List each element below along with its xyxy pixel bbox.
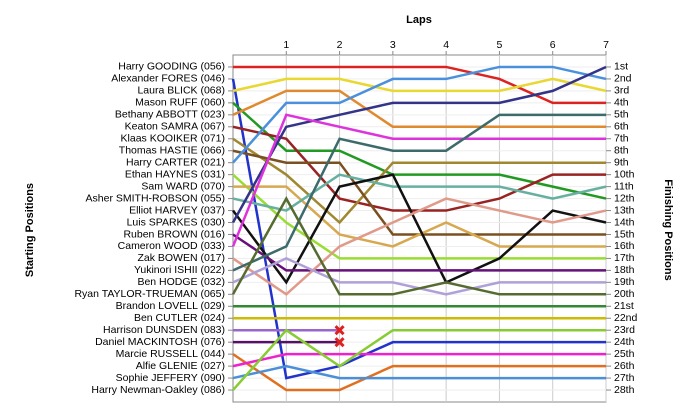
start-label: Klaas KOOIKER (071) — [121, 133, 225, 145]
x-tick-label: 1 — [283, 39, 289, 51]
y2-tick-label: 24th — [614, 336, 635, 348]
y2-tick-label: 13th — [614, 204, 635, 216]
start-label: Thomas HASTIE (066) — [119, 145, 225, 157]
retired-marker — [334, 337, 345, 348]
y2-tick-label: 16th — [614, 240, 635, 252]
y2-tick-label: 26th — [614, 360, 635, 372]
start-label: Harry Newman-Oakley (086) — [91, 384, 225, 396]
y2-tick-label: 5th — [614, 109, 629, 121]
x-tick-label: 5 — [497, 39, 503, 51]
position-line — [232, 137, 606, 225]
start-label: Ben HODGE (032) — [137, 276, 225, 288]
position-line — [232, 65, 607, 164]
start-label: Keaton SAMRA (067) — [125, 121, 225, 133]
y2-tick-label: 1st — [614, 61, 628, 73]
y2-tick-label: 2nd — [614, 73, 632, 85]
x-tick-label: 7 — [603, 39, 609, 51]
position-line — [232, 233, 606, 272]
y2-tick-label: 10th — [614, 168, 635, 180]
y2-tick-label: 3rd — [614, 85, 629, 97]
y2-tick-label: 6th — [614, 121, 629, 133]
y2-tick-label: 23rd — [614, 324, 635, 336]
y2-axis-label: Finishing Positions — [662, 179, 674, 280]
position-line — [231, 65, 607, 224]
chart-title: Laps — [406, 14, 432, 26]
start-label: Ryan TAYLOR-TRUEMAN (065) — [74, 288, 225, 300]
start-label: Laura BLICK (068) — [137, 85, 225, 97]
start-label: Elliot HARVEY (037) — [129, 204, 225, 216]
start-label: Ben CUTLER (024) — [134, 312, 225, 324]
position-line — [232, 328, 606, 391]
retired-marker — [334, 325, 345, 336]
x-tick-label: 2 — [337, 39, 343, 51]
y2-tick-label: 15th — [614, 228, 635, 240]
y2-tick-label: 18th — [614, 264, 635, 276]
position-line — [232, 101, 607, 200]
x-tick-label: 3 — [390, 39, 396, 51]
start-label: Harry CARTER (021) — [126, 156, 225, 168]
y2-tick-label: 19th — [614, 276, 635, 288]
start-label: Daniel MACKINTOSH (076) — [95, 336, 225, 348]
x-tick-label: 6 — [550, 39, 556, 51]
start-label: Harry GOODING (056) — [118, 61, 225, 73]
start-label: Ethan HAYNES (031) — [125, 168, 225, 180]
position-line — [231, 196, 606, 296]
start-label: Yukinori ISHII (022) — [134, 264, 225, 276]
position-line — [232, 352, 606, 368]
x-tick-label: 4 — [443, 39, 449, 51]
y2-tick-label: 28th — [614, 384, 635, 396]
start-label: Ruben BROWN (016) — [123, 228, 225, 240]
position-line — [232, 197, 607, 296]
start-label: Mason RUFF (060) — [135, 97, 225, 109]
position-line — [233, 65, 606, 105]
position-line — [232, 113, 606, 272]
start-label: Zak BOWEN (017) — [137, 252, 225, 264]
y2-tick-label: 22nd — [614, 312, 638, 324]
position-line — [231, 78, 606, 380]
position-line — [233, 185, 606, 248]
start-label: Bethany ABBOTT (023) — [115, 109, 225, 121]
position-line — [232, 77, 607, 93]
y2-tick-label: 4th — [614, 97, 629, 109]
start-label: Asher SMITH-ROBSON (055) — [86, 192, 225, 204]
start-label: Sophie JEFFERY (090) — [116, 372, 225, 384]
y2-tick-label: 27th — [614, 372, 635, 384]
y2-tick-label: 9th — [614, 156, 629, 168]
position-line — [231, 173, 607, 285]
position-line — [232, 364, 606, 380]
start-label: Brandon LOVELL (029) — [116, 300, 225, 312]
start-label: Alexander FORES (046) — [111, 73, 225, 85]
y2-tick-label: 11th — [614, 180, 634, 192]
y2-tick-label: 20th — [614, 288, 635, 300]
y2-tick-label: 12th — [614, 192, 635, 204]
position-line — [232, 173, 607, 212]
position-line — [231, 113, 606, 247]
start-label: Cameron WOOD (033) — [118, 240, 225, 252]
start-label: Alfie GLENIE (027) — [136, 360, 225, 372]
y2-tick-label: 7th — [614, 133, 629, 145]
start-label: Marcie RUSSELL (044) — [116, 348, 225, 360]
y2-tick-label: 14th — [614, 216, 635, 228]
y-axis-label: Starting Positions — [24, 183, 36, 277]
position-line — [232, 353, 606, 392]
y2-tick-label: 21st — [614, 300, 634, 312]
start-label: Sam WARD (070) — [141, 180, 225, 192]
position-line — [232, 89, 606, 129]
y2-tick-label: 17th — [614, 252, 635, 264]
start-label: Harrison DUNSDEN (083) — [103, 324, 225, 336]
start-label: Luis SPARKES (030) — [127, 216, 225, 228]
y2-tick-label: 25th — [614, 348, 635, 360]
y2-tick-label: 8th — [614, 145, 629, 157]
